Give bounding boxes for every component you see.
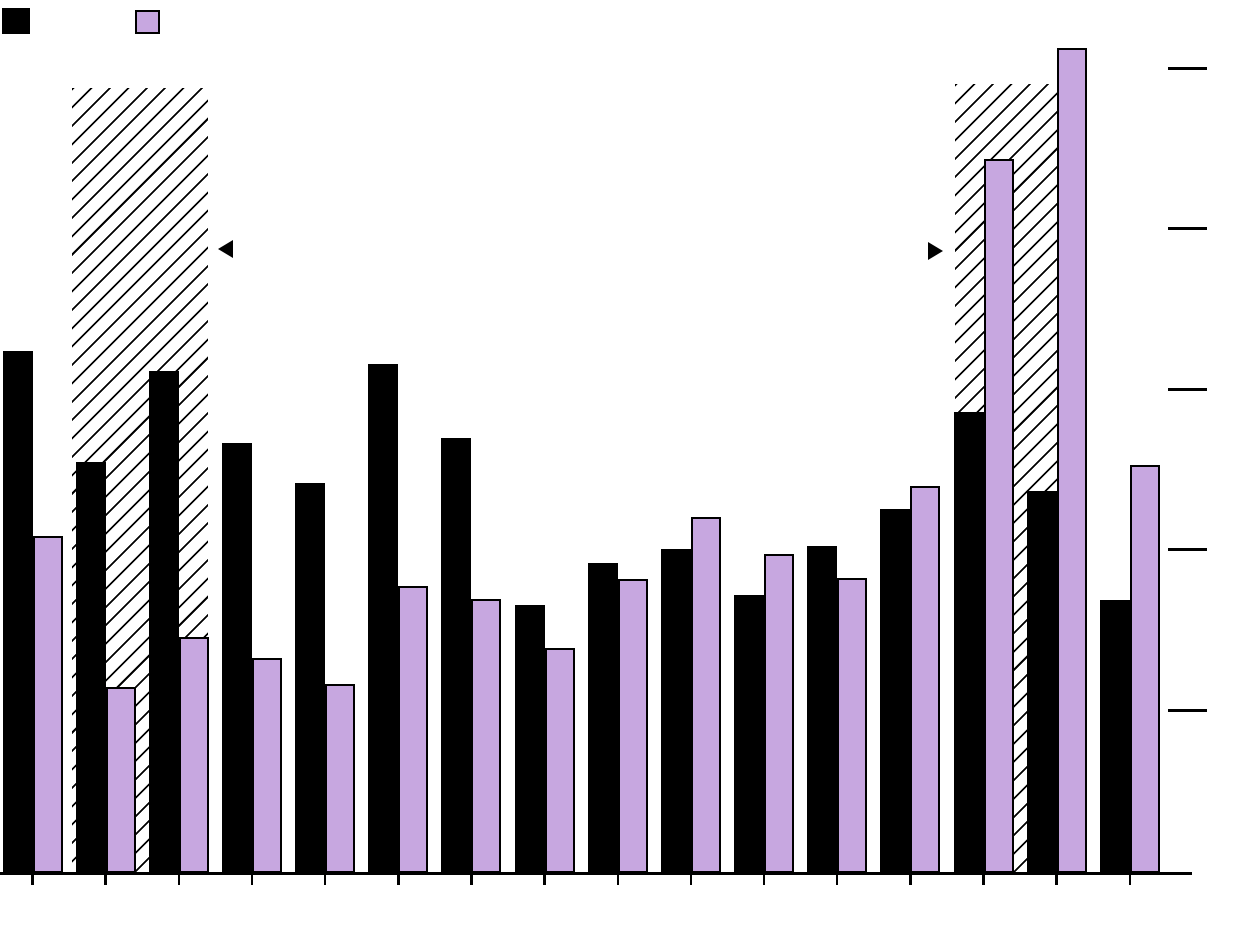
- right-arrow-marker: [928, 242, 943, 260]
- bar-purple-5: [325, 684, 356, 873]
- y-axis-tick-5: [1168, 66, 1207, 70]
- x-axis-tick-10: [689, 873, 693, 885]
- bar-purple-12: [837, 578, 868, 873]
- bar-black-10: [660, 549, 691, 873]
- bar-purple-2: [105, 687, 136, 873]
- bar-purple-10: [690, 517, 721, 873]
- x-axis-tick-5: [323, 873, 327, 885]
- bar-black-11: [734, 595, 764, 873]
- x-axis-tick-4: [250, 873, 254, 885]
- bar-black-8: [514, 605, 545, 873]
- bar-purple-9: [617, 579, 648, 873]
- x-axis-tick-2: [104, 873, 107, 885]
- bar-black-7: [441, 438, 472, 873]
- bar-black-1: [2, 351, 33, 873]
- purple-series-swatch: [135, 10, 160, 34]
- bar-purple-15: [1056, 48, 1087, 873]
- x-axis-tick-14: [982, 873, 985, 885]
- x-axis-line: [0, 871, 1192, 875]
- bar-purple-6: [398, 586, 429, 873]
- x-axis-tick-11: [762, 873, 766, 885]
- x-axis-tick-1: [31, 873, 34, 885]
- bar-black-4: [222, 443, 252, 873]
- bar-purple-4: [252, 658, 282, 873]
- bar-black-15: [1026, 491, 1057, 873]
- bar-black-16: [1099, 600, 1130, 873]
- bar-purple-1: [32, 536, 63, 873]
- y-axis-tick-1: [1168, 708, 1207, 712]
- y-axis-tick-2: [1168, 548, 1207, 551]
- bar-black-6: [368, 364, 399, 873]
- x-axis-tick-9: [616, 873, 619, 885]
- bar-purple-16: [1129, 465, 1160, 873]
- bar-purple-3: [178, 637, 209, 873]
- x-axis-tick-15: [1055, 873, 1058, 885]
- bar-purple-14: [983, 159, 1014, 873]
- x-axis-tick-13: [909, 873, 912, 885]
- bar-purple-13: [910, 486, 941, 873]
- bar-black-13: [880, 509, 911, 873]
- x-axis-tick-12: [835, 873, 839, 885]
- bar-purple-8: [544, 648, 575, 873]
- bar-black-3: [148, 371, 179, 873]
- x-axis-tick-16: [1128, 873, 1131, 885]
- black-series-swatch: [2, 8, 30, 34]
- x-axis-tick-3: [177, 873, 181, 885]
- bar-black-14: [953, 412, 984, 873]
- bar-black-2: [75, 462, 106, 873]
- bar-black-9: [587, 563, 618, 873]
- x-axis-tick-6: [397, 873, 400, 885]
- y-axis-tick-3: [1168, 387, 1207, 391]
- left-arrow-marker: [218, 240, 233, 258]
- x-axis-tick-8: [543, 873, 546, 885]
- bar-black-12: [807, 546, 838, 873]
- bar-purple-7: [471, 599, 502, 873]
- x-axis-tick-7: [470, 873, 473, 885]
- bar-purple-11: [764, 554, 794, 873]
- y-axis-tick-4: [1168, 227, 1207, 230]
- bar-black-5: [295, 483, 326, 873]
